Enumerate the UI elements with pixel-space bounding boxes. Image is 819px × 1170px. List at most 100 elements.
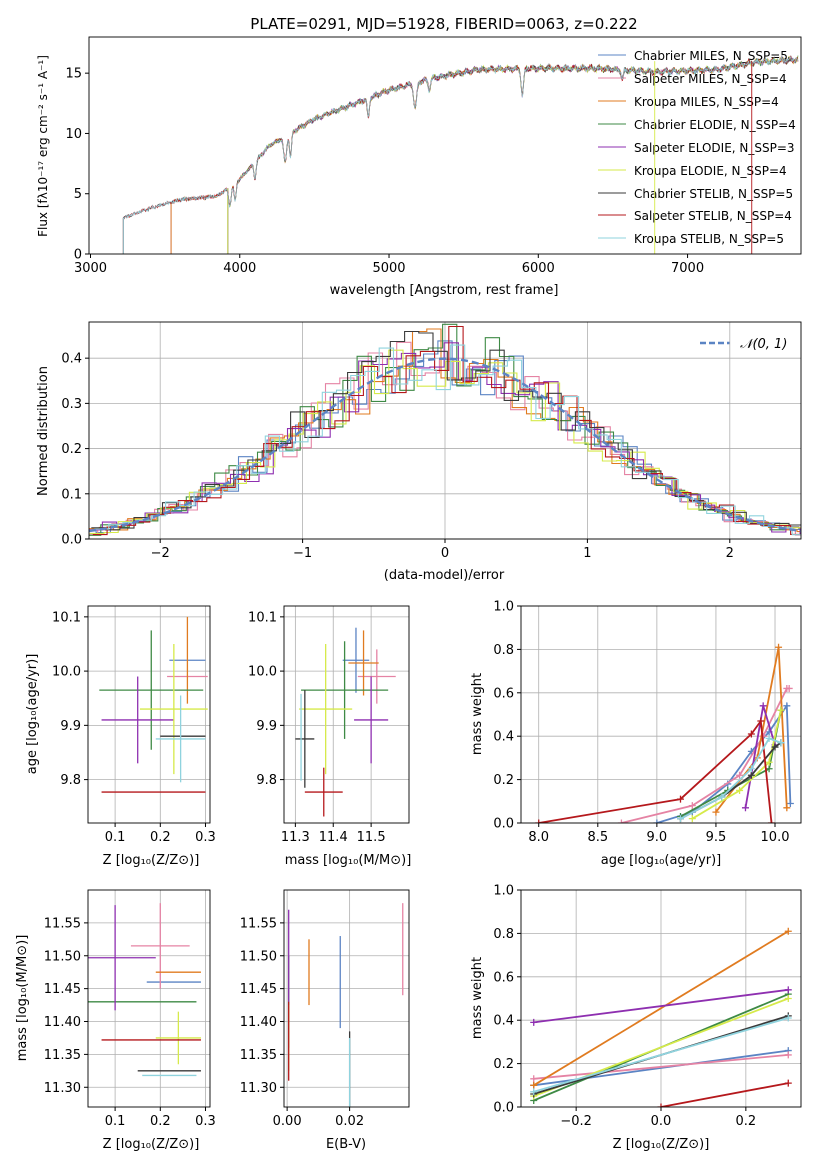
weight-z-xlabel: Z [log₁₀(Z/Z⊙)] <box>613 1137 710 1152</box>
y-tick-label: 11.55 <box>44 916 81 931</box>
y-tick-label: 9.8 <box>256 773 277 788</box>
weight-marker <box>718 793 726 801</box>
y-tick-label: 11.30 <box>44 1081 81 1096</box>
x-tick-label: 3000 <box>74 261 107 276</box>
errorbars <box>88 903 201 1077</box>
y-tick-label: 9.9 <box>256 719 277 734</box>
spectrum-panel: wavelength [Angstrom, rest frame] Flux [… <box>36 36 802 298</box>
mass-z-xlabel: Z [log₁₀(Z/Z⊙)] <box>103 1137 200 1152</box>
y-tick-label: 11.35 <box>44 1048 81 1063</box>
y-tick-label: 0.0 <box>61 533 82 548</box>
weight-z-ylabel: mass weight <box>470 957 485 1039</box>
legend-label: Salpeter MILES, N_SSP=4 <box>634 72 787 86</box>
x-tick-label: 0.00 <box>273 1114 302 1129</box>
histogram-legend: 𝒩(0, 1) <box>700 337 787 352</box>
y-tick-label: 11.50 <box>240 949 277 964</box>
y-tick-label: 11.35 <box>240 1048 277 1063</box>
age-vs-metallicity-panel: Z [log₁₀(Z/Z⊙)] age [log₁₀(age/yr)] 0.1 0… <box>25 605 216 868</box>
weight-marker <box>784 1079 792 1087</box>
weight-marker <box>688 815 696 823</box>
weight-marker <box>777 739 785 747</box>
y-tick-label: 9.9 <box>60 719 81 734</box>
weight-marker <box>617 819 625 823</box>
weight-marker <box>765 765 773 773</box>
errorbars <box>288 903 404 1107</box>
legend-label: Chabrier MILES, N_SSP=5 <box>634 49 788 63</box>
weight-marker <box>784 1014 792 1022</box>
age-vs-mass-panel: mass [log₁₀(M/M⊙)] 11.3 11.4 11.5 9.8 9.9 10.… <box>248 605 411 868</box>
y-tick-label: 10.0 <box>248 665 277 680</box>
y-tick-label: 0.4 <box>61 352 82 367</box>
y-tick-label: 11.45 <box>240 982 277 997</box>
x-tick-label: 0.2 <box>150 1114 171 1129</box>
x-tick-label: 6000 <box>522 261 555 276</box>
x-tick-label: 0.02 <box>335 1114 364 1129</box>
weight-line <box>533 1017 789 1093</box>
x-tick-label: 0.0 <box>651 1114 672 1129</box>
y-tick-label: 10 <box>65 127 82 142</box>
weight-lines <box>530 927 792 1107</box>
spectrum-line <box>122 56 799 220</box>
weight-marker <box>757 717 765 725</box>
weight-line <box>533 988 789 1024</box>
y-tick-label: 0.3 <box>61 397 82 412</box>
legend-label: Kroupa MILES, N_SSP=4 <box>634 95 779 109</box>
weight-marker <box>785 684 793 692</box>
weight-marker <box>530 1088 538 1096</box>
histogram-step <box>92 325 801 536</box>
y-tick-label: 10.1 <box>248 610 277 625</box>
y-tick-label: 0.4 <box>493 1014 514 1029</box>
y-tick-label: 0.2 <box>493 773 514 788</box>
weight-marker <box>535 819 543 823</box>
x-tick-label: 0.1 <box>105 1114 126 1129</box>
axes-frame <box>283 605 410 824</box>
legend-label: Salpeter ELODIE, N_SSP=3 <box>634 141 795 155</box>
histogram-xlabel: (data-model)/error <box>384 568 505 583</box>
mass-weight-vs-age-panel: age [log₁₀(age/yr)] mass weight 8.0 8.5 9.… <box>470 600 802 868</box>
x-tick-label: 11.3 <box>281 830 310 845</box>
legend-label: Kroupa ELODIE, N_SSP=4 <box>634 164 787 178</box>
weight-lines <box>535 643 794 823</box>
weight-marker <box>784 995 792 1002</box>
y-tick-label: 0.1 <box>61 487 82 502</box>
y-tick-label: 0.8 <box>493 643 514 658</box>
residual-histogram-panel: (data-model)/error Normed distribution 𝒩… <box>36 321 802 583</box>
weight-marker <box>777 706 785 714</box>
mass-vs-ebv-panel: E(B-V) 0.00 0.02 11.30 11.35 11.40 11.45 11.50… <box>240 889 410 1152</box>
weight-marker <box>676 815 684 823</box>
weight-marker <box>747 730 755 738</box>
weight-marker <box>784 1051 792 1059</box>
axes-frame <box>520 889 802 1108</box>
weight-age-xlabel: age [log₁₀(age/yr)] <box>601 853 722 868</box>
weight-marker <box>765 734 773 742</box>
x-tick-label: 10.0 <box>761 830 790 845</box>
x-tick-label: 8.5 <box>587 830 608 845</box>
legend-label: Salpeter STELIB, N_SSP=4 <box>634 209 792 223</box>
weight-marker <box>747 765 755 773</box>
y-tick-label: 1.0 <box>493 600 514 615</box>
weight-marker <box>653 819 661 823</box>
x-tick-label: −0.2 <box>560 1114 592 1129</box>
spectrum-lines <box>122 55 799 254</box>
legend-label: Kroupa STELIB, N_SSP=5 <box>634 232 784 246</box>
histogram-step <box>91 330 801 531</box>
y-tick-label: 10.0 <box>52 665 81 680</box>
weight-marker <box>784 986 792 994</box>
x-tick-label: 0.2 <box>150 830 171 845</box>
y-tick-label: 10.1 <box>52 610 81 625</box>
y-tick-label: 1.0 <box>493 884 514 899</box>
x-tick-label: 2 <box>726 546 734 561</box>
weight-marker <box>676 795 684 803</box>
histogram-step <box>89 340 801 534</box>
x-tick-label: 8.0 <box>528 830 549 845</box>
weight-marker <box>530 1081 538 1089</box>
weight-marker <box>775 643 783 651</box>
axes-frame <box>87 889 211 1108</box>
legend-label: Chabrier ELODIE, N_SSP=4 <box>634 118 796 132</box>
weight-marker <box>771 743 779 751</box>
spectrum-xlabel: wavelength [Angstrom, rest frame] <box>330 283 559 298</box>
mass-ebv-xlabel: E(B-V) <box>326 1137 366 1152</box>
weight-marker <box>747 771 755 779</box>
y-tick-label: 11.55 <box>240 916 277 931</box>
errorbars <box>295 627 396 817</box>
